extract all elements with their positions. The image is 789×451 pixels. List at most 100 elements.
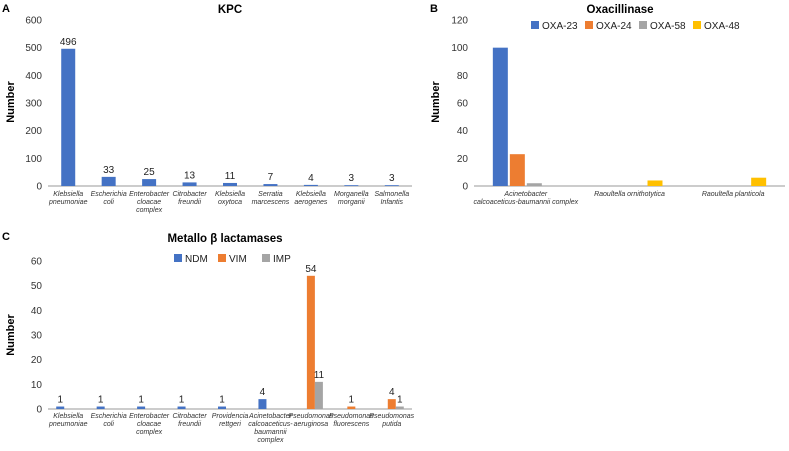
category-label: Klebsiella pneumoniae bbox=[48, 413, 88, 428]
plot-area-oxacillinase: 0 20 40 60 80 100 120 Acinetobacter calcoaceticu… bbox=[451, 16, 785, 206]
y-axis-label-a: Number bbox=[5, 81, 17, 123]
y-axis-label-c: Number bbox=[5, 314, 17, 356]
y-tick-label: 30 bbox=[31, 331, 43, 342]
category-label: Pseudomonas fluorescens bbox=[329, 413, 374, 428]
panel-letter-b: B bbox=[430, 3, 438, 15]
legend-swatch bbox=[585, 21, 593, 29]
data-label: 4 bbox=[308, 173, 314, 184]
data-label: 1 bbox=[98, 395, 104, 406]
legend-label: OXA-48 bbox=[704, 21, 740, 32]
category-label: Providencia rettgeri bbox=[212, 413, 249, 428]
legend-label: OXA-24 bbox=[596, 21, 632, 32]
data-label: 1 bbox=[219, 395, 225, 406]
legend-label: NDM bbox=[185, 254, 208, 265]
y-tick-label: 100 bbox=[451, 43, 468, 54]
data-label: 1 bbox=[349, 395, 355, 406]
data-label: 4 bbox=[260, 387, 266, 398]
category-label: Raoultella ornithotytica bbox=[594, 191, 665, 198]
bar-oxa-23 bbox=[492, 47, 508, 186]
legend-label: OXA-58 bbox=[650, 21, 686, 32]
legend-swatch bbox=[531, 21, 539, 29]
bar-kpc bbox=[344, 185, 359, 186]
bar-oxa-58 bbox=[526, 183, 542, 186]
plot-area-metallo: 0 10 20 30 40 50 60 Klebsiella pneumoniaeEscheri… bbox=[31, 254, 415, 444]
data-label: 13 bbox=[184, 170, 196, 181]
bar-kpc bbox=[384, 185, 399, 186]
bar-kpc bbox=[263, 184, 278, 186]
bar-vim bbox=[387, 399, 396, 409]
y-tick-label: 400 bbox=[25, 71, 42, 82]
category-label: Enterobacter cloacae complex bbox=[129, 191, 170, 214]
category-label: Salmonella Infantis bbox=[374, 191, 409, 206]
bar-oxa-48 bbox=[647, 180, 663, 186]
data-label: 3 bbox=[349, 173, 355, 184]
category-label: Enterobacter cloacae complex bbox=[129, 413, 170, 436]
data-label: 4 bbox=[389, 387, 395, 398]
y-tick-label: 0 bbox=[462, 182, 468, 193]
y-tick-label: 120 bbox=[451, 16, 468, 27]
bar-ndm bbox=[218, 406, 226, 409]
bar-kpc bbox=[101, 176, 116, 186]
category-label: Serratia marcescens bbox=[252, 191, 290, 206]
y-tick-label: 80 bbox=[457, 71, 469, 82]
bar-ndm bbox=[177, 406, 186, 409]
legend-swatch bbox=[218, 254, 226, 262]
data-label: 1 bbox=[397, 395, 403, 406]
category-label: Citrobacter freundii bbox=[172, 191, 207, 206]
data-label: 3 bbox=[389, 173, 395, 184]
bar-kpc bbox=[142, 179, 157, 186]
category-label: Citrobacter freundii bbox=[172, 413, 207, 428]
y-tick-label: 0 bbox=[36, 405, 42, 416]
legend-swatch bbox=[639, 21, 647, 29]
category-label: Escherichia coli bbox=[91, 413, 127, 428]
legend-label: VIM bbox=[229, 254, 247, 265]
bar-ndm bbox=[137, 406, 146, 409]
y-tick-label: 500 bbox=[25, 43, 42, 54]
panel-letter-a: A bbox=[2, 3, 10, 15]
bar-vim bbox=[306, 275, 315, 409]
bar-oxa-24 bbox=[509, 154, 525, 186]
data-label: 11 bbox=[314, 370, 325, 381]
y-tick-label: 60 bbox=[31, 257, 43, 268]
data-label: 1 bbox=[138, 395, 144, 406]
y-tick-label: 600 bbox=[25, 16, 42, 27]
category-label: Pseudomonas putida bbox=[369, 413, 414, 428]
legend-swatch bbox=[693, 21, 701, 29]
category-label: Klebsiella aerogenes bbox=[294, 191, 328, 206]
y-tick-label: 200 bbox=[25, 126, 42, 137]
bar-vim bbox=[347, 406, 356, 409]
y-tick-label: 40 bbox=[31, 306, 43, 317]
bar-ndm bbox=[96, 406, 105, 409]
panel-letter-c: C bbox=[2, 231, 10, 243]
bar-kpc bbox=[303, 184, 318, 186]
category-label: Klebsiella pneumoniae bbox=[48, 191, 88, 206]
legend-swatch bbox=[262, 254, 270, 262]
legend-swatch bbox=[174, 254, 182, 262]
category-label: Morganella morganii bbox=[334, 191, 369, 206]
legend-label: IMP bbox=[273, 254, 291, 265]
data-label: 25 bbox=[144, 167, 156, 178]
data-label: 496 bbox=[60, 37, 77, 48]
bar-ndm bbox=[258, 399, 267, 409]
category-label: Klebsiella oxytoca bbox=[215, 191, 245, 206]
y-tick-label: 60 bbox=[457, 99, 469, 110]
legend-label: OXA-23 bbox=[542, 21, 578, 32]
data-label: 33 bbox=[103, 165, 115, 176]
y-tick-label: 40 bbox=[457, 126, 469, 137]
chart-title-oxacillinase: Oxacillinase bbox=[586, 4, 653, 16]
data-label: 7 bbox=[268, 172, 274, 183]
bar-kpc bbox=[61, 48, 76, 187]
bar-kpc bbox=[223, 182, 237, 186]
category-label: Acinetobacter calcoaceticus-baumannii com… bbox=[473, 191, 578, 206]
data-label: 1 bbox=[179, 395, 185, 406]
category-label: Raoultella planticola bbox=[702, 191, 765, 198]
chart-title-kpc: KPC bbox=[218, 4, 242, 16]
bar-ndm bbox=[56, 406, 65, 409]
y-axis-label-b: Number bbox=[430, 81, 442, 123]
y-tick-label: 10 bbox=[31, 380, 43, 391]
y-tick-label: 300 bbox=[25, 99, 42, 110]
category-label: Acinetobacter calcoaceticus-baumannii comp… bbox=[248, 413, 293, 444]
bar-imp bbox=[314, 381, 323, 409]
